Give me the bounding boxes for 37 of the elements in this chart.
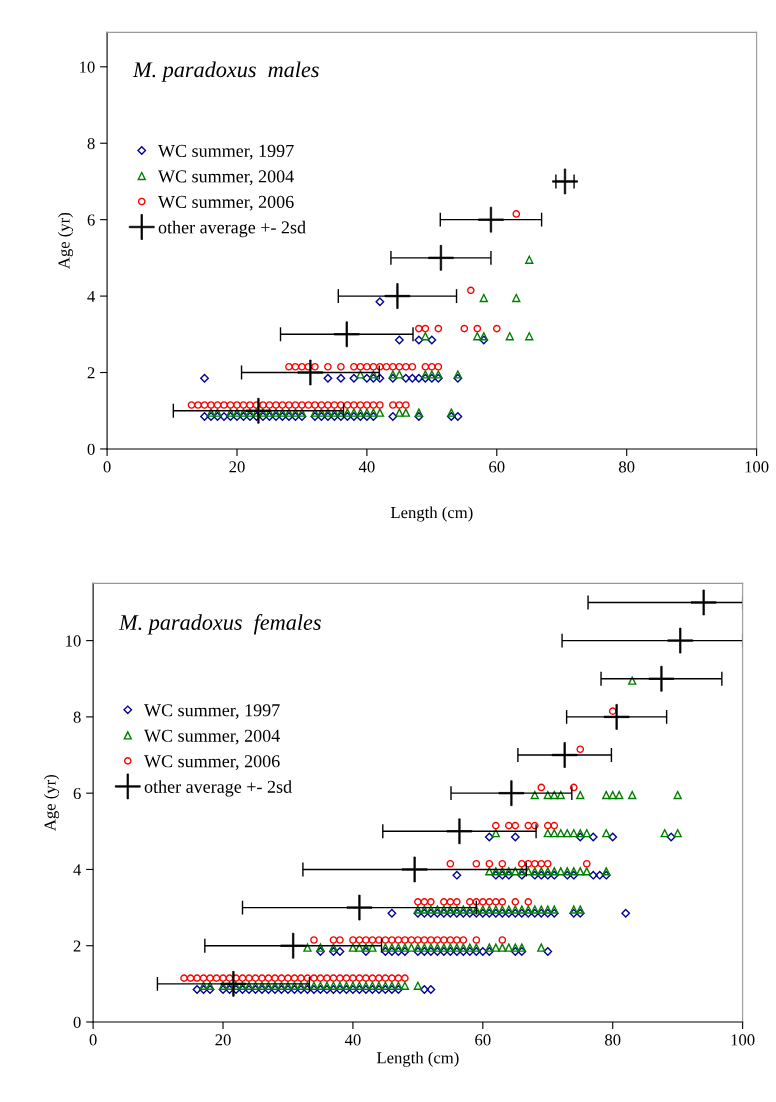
x-axis-title: Length (cm) <box>376 1051 459 1067</box>
legend-label: WC summer, 1997 <box>158 144 294 160</box>
y-tick-label: 2 <box>73 940 81 952</box>
legend-label: WC summer, 2006 <box>158 195 294 211</box>
x-tick-label: 0 <box>103 461 111 473</box>
x-axis-title: Length (cm) <box>390 506 473 522</box>
x-tick-label: 60 <box>475 1034 491 1046</box>
y-tick-label: 2 <box>87 367 95 379</box>
x-tick-label: 80 <box>605 1034 621 1046</box>
y-tick-label: 0 <box>73 1016 81 1028</box>
y-tick-label: 10 <box>80 61 95 73</box>
y-axis-title: Age (yr) <box>43 774 60 831</box>
y-tick-label: 8 <box>73 711 81 723</box>
y-tick-label: 6 <box>87 214 95 226</box>
y-tick-label: 6 <box>73 787 81 800</box>
legend-label: WC summer, 2006 <box>144 755 280 770</box>
legend-label: other average +- 2sd <box>158 220 306 238</box>
x-tick-label: 40 <box>358 461 375 473</box>
x-tick-label: 20 <box>215 1034 231 1046</box>
x-tick-label: 100 <box>731 1034 755 1046</box>
legend-label: WC summer, 1997 <box>144 704 280 719</box>
y-axis-title: Age (yr) <box>57 212 74 269</box>
legend-label: other average +- 2sd <box>144 780 292 797</box>
text: M. paradoxus males <box>132 61 319 82</box>
y-tick-label: 4 <box>87 290 96 302</box>
y-tick-label: 8 <box>87 137 95 150</box>
legend-label: WC summer, 2004 <box>158 170 294 186</box>
x-tick-label: 20 <box>229 461 245 473</box>
x-tick-label: 40 <box>344 1034 361 1046</box>
x-tick-label: 100 <box>745 461 769 473</box>
y-tick-label: 0 <box>87 443 95 455</box>
y-tick-label: 4 <box>73 864 82 876</box>
text: M. paradoxus females <box>118 614 321 635</box>
x-tick-label: 80 <box>619 461 635 473</box>
x-tick-label: 60 <box>489 461 505 473</box>
y-tick-label: 10 <box>66 635 81 647</box>
legend-label: WC summer, 2004 <box>144 729 280 745</box>
